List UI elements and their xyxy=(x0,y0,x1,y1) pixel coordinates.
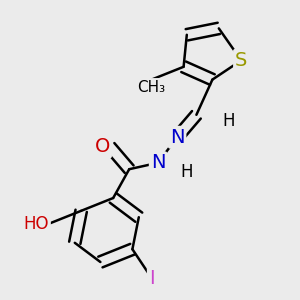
Text: O: O xyxy=(94,137,110,156)
Text: N: N xyxy=(151,153,165,172)
Text: N: N xyxy=(170,128,184,147)
Text: S: S xyxy=(235,51,247,70)
Text: HO: HO xyxy=(24,214,49,232)
Text: I: I xyxy=(149,268,155,287)
Text: H: H xyxy=(222,112,235,130)
Text: H: H xyxy=(180,164,193,181)
Text: CH₃: CH₃ xyxy=(137,80,166,94)
